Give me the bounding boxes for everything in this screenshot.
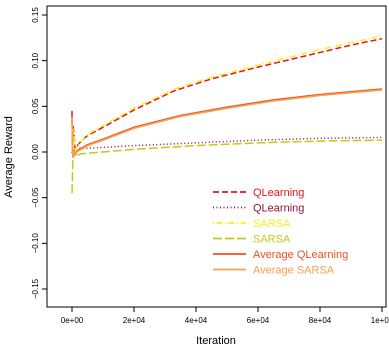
y-tick-label: 0.05 (31, 98, 40, 114)
legend-label: Average QLearning (253, 249, 348, 261)
series-layer (71, 35, 383, 194)
x-tick-label: 1e+05 (371, 316, 389, 325)
x-tick-label: 8e+04 (309, 316, 332, 325)
series-line (71, 37, 383, 156)
x-tick-label: 2e+04 (123, 316, 146, 325)
series-line (71, 89, 383, 159)
legend-label: QLearning (253, 203, 304, 215)
y-tick-label: −0.15 (31, 278, 40, 299)
legend-label: SARSA (253, 234, 291, 246)
axis-layer: 0e+00 2e+04 4e+04 6e+04 8e+04 1e+05 −0.15 −0.10… (31, 7, 389, 325)
x-tick-label: 6e+04 (247, 316, 270, 325)
legend-label: SARSA (253, 218, 291, 230)
y-axis-label: Average Reward (3, 116, 15, 198)
y-tick-label: −0.10 (31, 233, 40, 254)
y-tick-label: 0.00 (31, 144, 40, 160)
y-tick-label: 0.10 (31, 52, 40, 68)
legend-label: QLearning (253, 187, 304, 199)
series-line (71, 136, 383, 156)
x-axis-label: Iteration (196, 335, 236, 347)
x-tick-label: 0e+00 (61, 316, 84, 325)
legend: QLearning QLearning SARSA SARSA Average QLea… (213, 187, 348, 277)
legend-label: Average SARSA (253, 265, 335, 277)
y-tick-label: 0.15 (31, 7, 40, 23)
plot-frame (46, 5, 387, 308)
series-line (71, 139, 383, 194)
y-tick-label: −0.05 (31, 187, 40, 208)
x-tick-label: 4e+04 (185, 316, 208, 325)
